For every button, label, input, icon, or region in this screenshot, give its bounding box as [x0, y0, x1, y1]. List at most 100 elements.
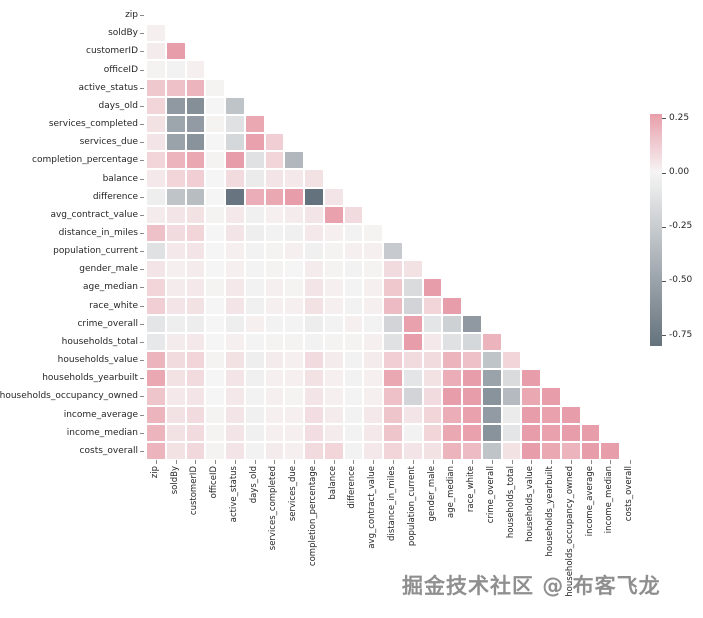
y-tick-label: income_average [63, 409, 138, 420]
heatmap-cell [245, 370, 264, 387]
heatmap-cell [423, 315, 442, 332]
heatmap-cell [147, 61, 165, 78]
y-tick-mark [140, 396, 144, 398]
heatmap-cell [186, 388, 205, 405]
heatmap-cell [265, 406, 284, 423]
y-tick-label: race_white [89, 300, 138, 311]
heatmap-cell [502, 406, 521, 423]
heatmap-cell [226, 370, 244, 387]
y-tick-label: distance_in_miles [58, 227, 138, 238]
heatmap-cell [305, 442, 323, 459]
heatmap-cell [305, 170, 323, 187]
heatmap-cell [443, 297, 462, 314]
heatmap-cell [166, 152, 185, 169]
y-tick-label: avg_contract_value [50, 209, 138, 220]
heatmap-cell [305, 370, 323, 387]
heatmap-cell [384, 424, 402, 441]
x-tick-mark [175, 460, 177, 464]
heatmap-cell [285, 388, 304, 405]
heatmap-cell [265, 315, 284, 332]
heatmap-cell [364, 388, 383, 405]
heatmap-cell [147, 243, 165, 260]
heatmap-cell [601, 442, 620, 459]
heatmap-cell [147, 388, 165, 405]
heatmap-cell [265, 279, 284, 296]
heatmap-cell [364, 315, 383, 332]
heatmap-cell [285, 424, 304, 441]
heatmap-cell [226, 333, 244, 351]
heatmap-cell [226, 188, 244, 205]
heatmap-cell [482, 370, 501, 387]
y-tick-mark [140, 269, 144, 271]
x-tick-label: soldBy [169, 466, 180, 495]
heatmap-cell [147, 406, 165, 423]
heatmap-cell [463, 370, 481, 387]
heatmap-cell [206, 297, 225, 314]
heatmap-cell [403, 370, 422, 387]
heatmap-cell [265, 224, 284, 242]
x-tick-label: costs_overall [624, 466, 635, 522]
heatmap-cell [344, 224, 363, 242]
heatmap-cell [285, 152, 304, 169]
heatmap-cell [384, 243, 402, 260]
heatmap-cell [324, 297, 343, 314]
heatmap-cell [344, 388, 363, 405]
heatmap-cell [423, 406, 442, 423]
colorbar-tick-mark [662, 335, 666, 337]
heatmap-cell [206, 406, 225, 423]
x-tick-mark [215, 460, 217, 464]
heatmap-cell [364, 261, 383, 278]
heatmap-cell [403, 315, 422, 332]
heatmap-cell [206, 188, 225, 205]
heatmap-cell [305, 297, 323, 314]
heatmap-cell [403, 388, 422, 405]
heatmap-cell [522, 406, 541, 423]
heatmap-cell [226, 134, 244, 151]
heatmap-cell [502, 388, 521, 405]
heatmap-cell [482, 388, 501, 405]
heatmap-cell [285, 224, 304, 242]
heatmap-cell [324, 261, 343, 278]
heatmap-cell [285, 243, 304, 260]
heatmap-cell [147, 442, 165, 459]
y-tick-mark [140, 178, 144, 180]
heatmap-cell [443, 370, 462, 387]
heatmap-cell [226, 315, 244, 332]
x-tick-mark [155, 460, 157, 464]
heatmap-cell [285, 333, 304, 351]
heatmap-cell [364, 243, 383, 260]
x-tick-label: gender_male [426, 466, 437, 522]
heatmap-cell [186, 424, 205, 441]
heatmap-cell [206, 315, 225, 332]
y-tick-mark [140, 214, 144, 216]
x-tick-label: balance [327, 466, 338, 500]
heatmap-cell [324, 388, 343, 405]
heatmap-cell [443, 424, 462, 441]
heatmap-cell [285, 170, 304, 187]
heatmap-cell [324, 424, 343, 441]
heatmap-cell [186, 134, 205, 151]
heatmap-cell [463, 424, 481, 441]
heatmap-cell [285, 188, 304, 205]
heatmap-cell [245, 279, 264, 296]
heatmap-cell [344, 261, 363, 278]
heatmap-cell [147, 333, 165, 351]
heatmap-cell [482, 424, 501, 441]
heatmap-cell [226, 206, 244, 223]
heatmap-cell [285, 442, 304, 459]
heatmap-cell [186, 61, 205, 78]
y-tick-label: active_status [78, 82, 138, 93]
y-tick-mark [140, 160, 144, 162]
heatmap-cell [226, 152, 244, 169]
heatmap-cell [147, 152, 165, 169]
x-tick-mark [511, 460, 513, 464]
heatmap-cell [305, 279, 323, 296]
heatmap-cell [206, 333, 225, 351]
x-tick-label: crime_overall [485, 466, 496, 524]
heatmap-cell [147, 279, 165, 296]
heatmap-cell [285, 315, 304, 332]
y-tick-mark [140, 287, 144, 289]
heatmap-cell [384, 388, 402, 405]
x-tick-mark [234, 460, 236, 464]
heatmap-cell [443, 333, 462, 351]
